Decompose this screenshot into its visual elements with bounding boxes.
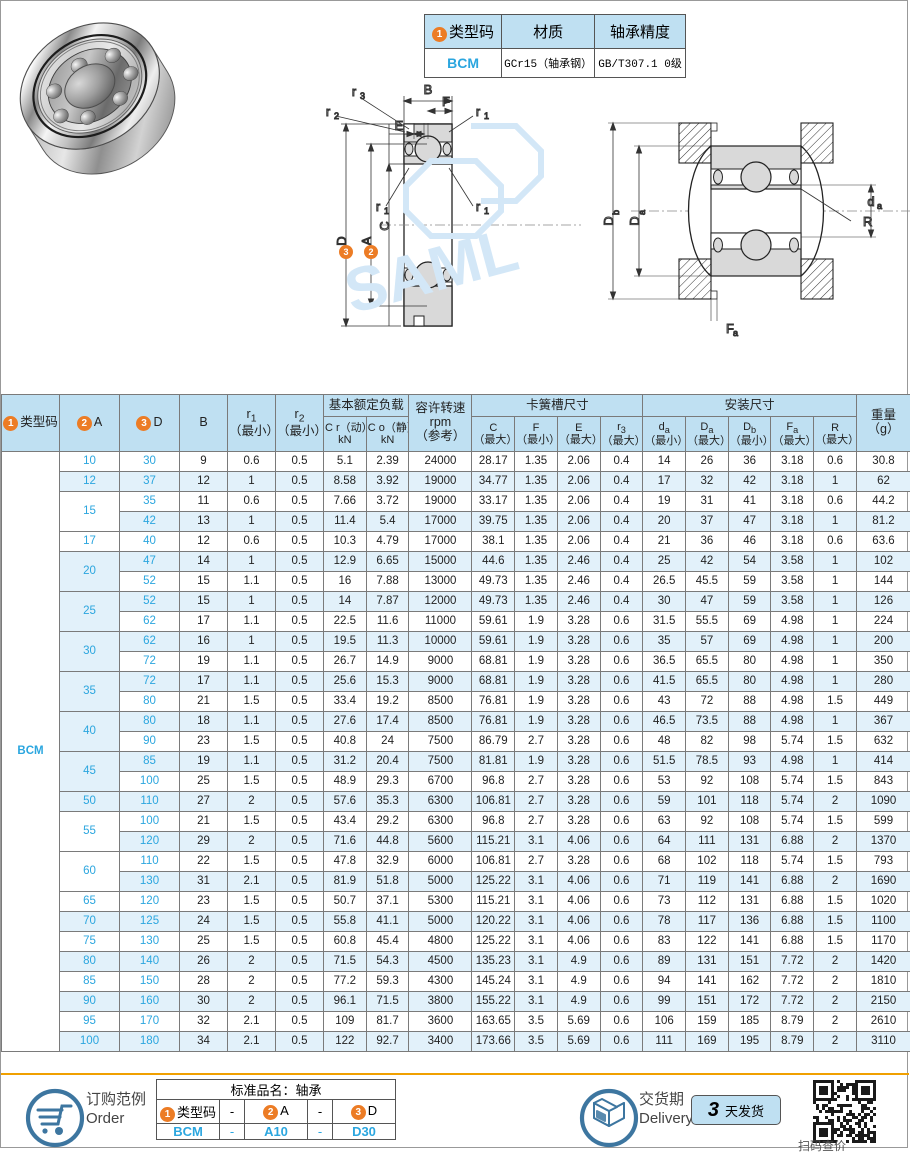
svg-text:F: F (442, 94, 450, 109)
svg-text:B: B (424, 82, 433, 97)
svg-text:a: a (637, 210, 647, 215)
svg-text:d: d (867, 194, 874, 209)
svg-text:a: a (733, 328, 738, 338)
svg-text:r: r (352, 84, 357, 99)
svg-text:3: 3 (360, 91, 365, 101)
svg-text:SAML: SAML (338, 215, 526, 326)
svg-text:a: a (877, 201, 882, 211)
